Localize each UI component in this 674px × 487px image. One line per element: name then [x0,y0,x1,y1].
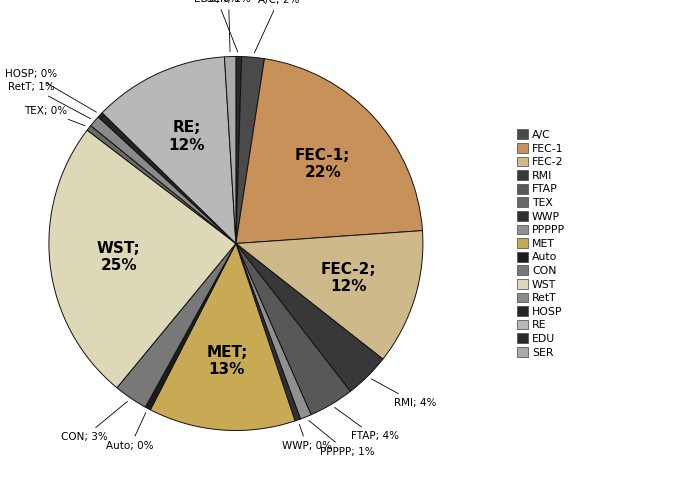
Text: A/C; 2%: A/C; 2% [254,0,299,53]
Wedge shape [91,117,236,244]
Wedge shape [102,57,236,244]
Text: FEC-2;
12%: FEC-2; 12% [321,262,376,294]
Text: WWP; 0%: WWP; 0% [282,424,332,451]
Wedge shape [236,56,264,244]
Text: CON; 3%: CON; 3% [61,401,127,442]
Text: RMI; 4%: RMI; 4% [371,379,436,408]
Text: FTAP; 4%: FTAP; 4% [335,408,398,441]
Wedge shape [87,126,236,244]
Wedge shape [236,231,423,359]
Legend: A/C, FEC-1, FEC-2, RMI, FTAP, TEX, WWP, PPPPP, MET, Auto, CON, WST, RetT, HOSP, : A/C, FEC-1, FEC-2, RMI, FTAP, TEX, WWP, … [512,125,570,362]
Text: HOSP; 0%: HOSP; 0% [5,69,96,112]
Wedge shape [236,244,350,415]
Text: Auto; 0%: Auto; 0% [106,412,154,451]
Wedge shape [236,59,423,244]
Wedge shape [49,130,236,388]
Text: PPPPP; 1%: PPPPP; 1% [309,420,375,457]
Text: RetT; 1%: RetT; 1% [8,82,90,119]
Text: WST;
25%: WST; 25% [97,241,141,273]
Text: RE;
12%: RE; 12% [168,120,205,152]
Wedge shape [98,113,236,244]
Text: FEC-1;
22%: FEC-1; 22% [295,148,350,180]
Text: TEX; 0%: TEX; 0% [24,106,85,126]
Wedge shape [236,244,311,419]
Wedge shape [150,244,295,431]
Wedge shape [236,56,242,244]
Wedge shape [236,244,301,421]
Text: SER; 1%: SER; 1% [207,0,250,52]
Text: MET;
13%: MET; 13% [206,345,247,377]
Wedge shape [224,56,236,244]
Wedge shape [117,244,236,407]
Wedge shape [236,244,383,392]
Text: EDU; 0%: EDU; 0% [194,0,239,52]
Wedge shape [146,244,236,410]
